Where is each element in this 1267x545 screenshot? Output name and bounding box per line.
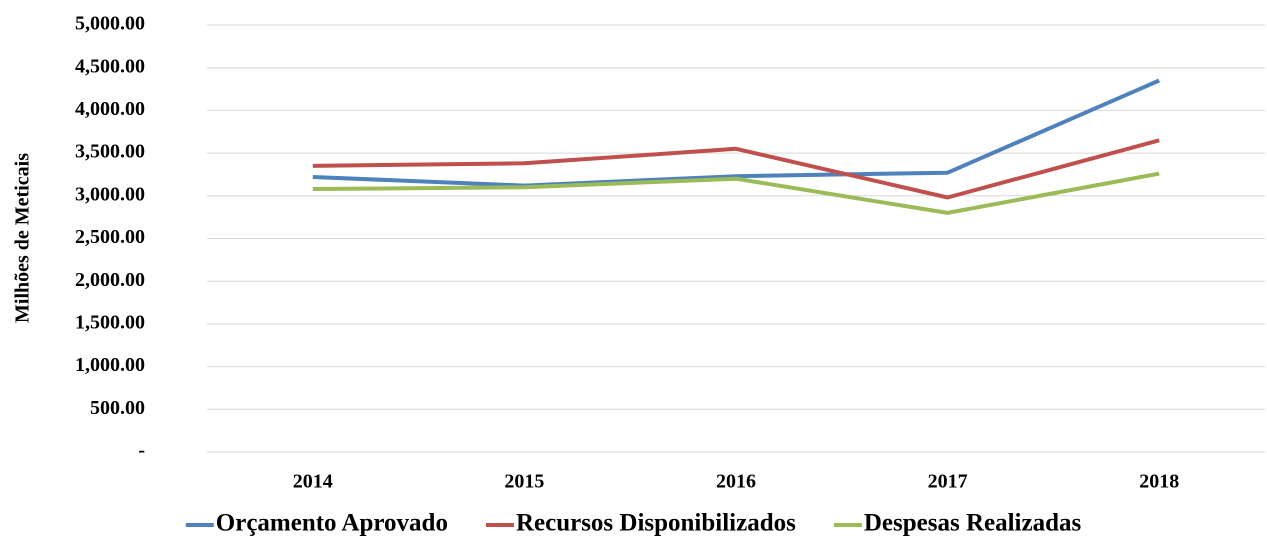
series-line (312, 171, 1160, 215)
y-tick-label: 5,000.00 (75, 13, 145, 35)
legend-label: Recursos Disponibilizados (516, 510, 796, 537)
x-tick-label: 2016 (716, 471, 756, 493)
x-tick-label: 2017 (928, 471, 968, 493)
x-tick-label: 2018 (1139, 471, 1179, 493)
y-tick-label: 3,000.00 (75, 183, 145, 205)
legend-item: Recursos Disponibilizados (485, 510, 796, 537)
series-line (312, 78, 1160, 188)
series-line (312, 138, 1160, 200)
legend-label: Orçamento Aprovado (216, 510, 448, 537)
legend-item: Despesas Realizadas (833, 510, 1082, 537)
y-axis-label: Milhões de Meticais (12, 153, 34, 323)
legend: Orçamento Aprovado Recursos Disponibiliza… (185, 510, 1082, 537)
y-tick-label: 3,500.00 (75, 141, 145, 163)
y-tick-label: - (138, 440, 145, 462)
legend-item: Orçamento Aprovado (185, 510, 448, 537)
y-tick-label: 2,000.00 (75, 269, 145, 291)
x-tick-label: 2014 (293, 471, 333, 493)
legend-label: Despesas Realizadas (864, 510, 1082, 537)
y-tick-label: 1,500.00 (75, 311, 145, 333)
y-tick-label: 4,500.00 (75, 55, 145, 77)
y-tick-label: 2,500.00 (75, 226, 145, 248)
x-tick-label: 2015 (504, 471, 544, 493)
y-tick-label: 1,000.00 (75, 354, 145, 376)
y-tick-label: 500.00 (90, 397, 145, 419)
y-tick-label: 4,000.00 (75, 98, 145, 120)
